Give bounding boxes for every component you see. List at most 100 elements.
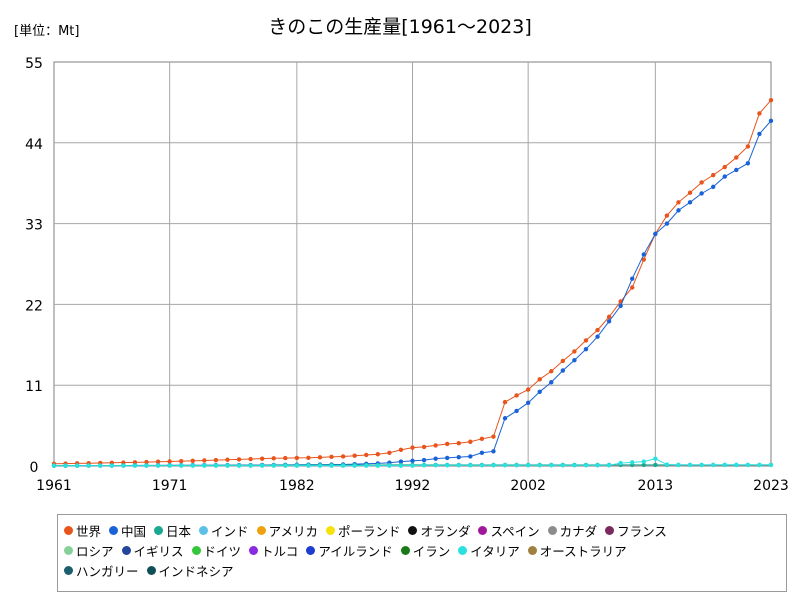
data-point: [630, 460, 635, 465]
data-point: [653, 231, 658, 237]
legend-label: ロシア: [76, 543, 114, 559]
legend-row: 世界 中国 日本 インド アメリカ ポーランド オランダ スペイン カナダ フランス: [64, 520, 780, 540]
data-point: [190, 458, 195, 464]
x-tick-label: 2023: [753, 478, 789, 494]
data-point: [687, 190, 693, 195]
data-point: [121, 463, 126, 468]
data-point: [155, 463, 161, 468]
data-point: [179, 463, 184, 468]
data-point: [745, 144, 751, 149]
data-point: [572, 463, 577, 468]
data-point: [387, 450, 392, 455]
y-tick-label: 0: [30, 460, 39, 476]
legend-marker: [64, 525, 73, 535]
legend-marker: [527, 545, 537, 555]
data-point: [525, 400, 531, 406]
x-tick-label: 2002: [510, 478, 546, 494]
data-point: [456, 454, 461, 460]
data-point: [734, 462, 739, 468]
legend-marker: [256, 525, 266, 535]
data-point: [306, 455, 311, 460]
data-point: [525, 387, 531, 392]
data-point: [294, 455, 300, 461]
data-point: [641, 462, 646, 468]
legend-marker: [325, 525, 335, 535]
data-point: [664, 462, 670, 467]
legend-row: ハンガリー インドネシア: [64, 560, 780, 580]
data-point: [421, 444, 427, 450]
data-point: [710, 172, 716, 178]
legend-item: オーストラリア: [527, 541, 627, 560]
data-point: [132, 463, 138, 468]
data-point: [283, 463, 288, 468]
legend-marker: [547, 525, 557, 535]
data-point: [317, 463, 323, 468]
data-point: [699, 462, 704, 468]
legend-label: ドイツ: [203, 543, 242, 559]
data-point: [364, 463, 369, 468]
data-point: [479, 450, 485, 455]
data-point: [606, 314, 612, 320]
legend-item: ハンガリー: [64, 561, 139, 580]
data-point: [757, 131, 762, 137]
data-point: [248, 456, 253, 462]
data-point: [340, 454, 346, 459]
series-イタリア: [51, 456, 774, 468]
data-point: [259, 456, 265, 461]
data-point: [514, 393, 519, 398]
data-point: [456, 463, 461, 468]
data-point: [398, 459, 404, 464]
data-point: [433, 443, 438, 448]
data-point: [444, 463, 450, 468]
legend-item: ポーランド: [325, 521, 400, 540]
data-point: [109, 463, 115, 468]
data-point: [687, 462, 693, 468]
data-point: [734, 167, 739, 173]
data-point: [676, 200, 681, 205]
data-point: [375, 452, 381, 457]
data-point: [722, 174, 727, 179]
legend-label: アメリカ: [268, 523, 318, 539]
legend-marker: [605, 525, 615, 535]
data-point: [641, 252, 646, 257]
data-point: [364, 452, 369, 458]
data-point: [537, 389, 542, 395]
data-point: [537, 463, 542, 468]
x-tick-label: 1992: [395, 478, 431, 494]
data-point: [699, 191, 704, 196]
legend-marker: [109, 525, 119, 535]
data-point: [653, 456, 658, 461]
y-tick-label: 22: [25, 298, 43, 314]
data-point: [595, 334, 600, 339]
data-point: [468, 454, 473, 459]
data-point: [710, 184, 716, 190]
legend-label: カナダ: [559, 523, 598, 539]
data-point: [51, 463, 57, 468]
legend-item: アイルランド: [306, 541, 393, 560]
legend-item: カナダ: [547, 521, 598, 540]
data-point: [202, 463, 207, 468]
x-tick-label: 1961: [36, 478, 72, 494]
data-point: [155, 459, 161, 464]
data-point: [398, 463, 404, 468]
legend-marker: [249, 545, 259, 555]
data-point: [595, 463, 600, 468]
data-point: [768, 118, 774, 123]
data-point: [560, 463, 566, 468]
data-point: [618, 460, 623, 466]
legend-item: イラン: [400, 541, 450, 560]
legend-marker: [306, 545, 316, 555]
legend-item: 日本: [154, 521, 191, 540]
data-point: [710, 462, 716, 468]
data-point: [225, 457, 230, 462]
data-point: [722, 164, 727, 170]
data-point: [271, 456, 276, 461]
legend-item: フランス: [605, 521, 667, 540]
data-point: [687, 200, 693, 205]
legend-item: アメリカ: [256, 521, 318, 540]
data-point: [98, 463, 103, 468]
data-point: [537, 377, 542, 382]
data-point: [63, 463, 68, 468]
data-point: [630, 285, 635, 290]
